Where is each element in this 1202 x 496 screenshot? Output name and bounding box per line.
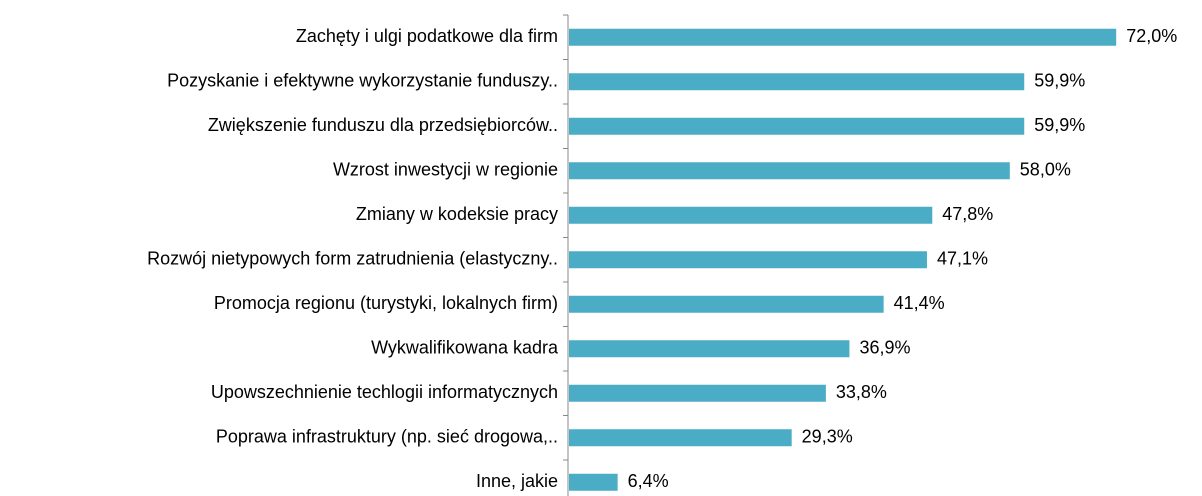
- category-label: Wzrost inwestycji w regionie: [333, 160, 558, 180]
- category-label: Zwiększenie funduszu dla przedsiębiorców…: [208, 115, 558, 135]
- value-label: 29,3%: [802, 427, 853, 447]
- bar: [569, 473, 618, 491]
- bar: [569, 251, 927, 269]
- value-label: 36,9%: [859, 338, 910, 358]
- value-label: 59,9%: [1034, 71, 1085, 91]
- bar: [569, 340, 850, 358]
- value-label: 59,9%: [1034, 115, 1085, 135]
- bar: [569, 73, 1025, 91]
- category-label: Rozwój nietypowych form zatrudnienia (el…: [147, 249, 558, 269]
- bar: [569, 384, 826, 402]
- category-label: Poprawa infrastruktury (np. sieć drogowa…: [216, 427, 558, 447]
- category-label: Promocja regionu (turystyki, lokalnych f…: [214, 293, 558, 313]
- value-label: 72,0%: [1126, 26, 1177, 46]
- category-label: Wykwalifikowana kadra: [371, 338, 559, 358]
- bar: [569, 295, 884, 313]
- category-label: Zachęty i ulgi podatkowe dla firm: [296, 26, 558, 46]
- value-label: 58,0%: [1020, 160, 1071, 180]
- category-label: Inne, jakie: [476, 471, 558, 491]
- bar: [569, 117, 1025, 135]
- value-label: 33,8%: [836, 382, 887, 402]
- value-label: 47,8%: [942, 204, 993, 224]
- bar: [569, 206, 933, 224]
- value-label: 41,4%: [894, 293, 945, 313]
- category-label: Zmiany w kodeksie pracy: [356, 204, 558, 224]
- category-label: Pozyskanie i efektywne wykorzystanie fun…: [167, 71, 558, 91]
- bar: [569, 162, 1010, 180]
- value-label: 6,4%: [628, 471, 669, 491]
- value-label: 47,1%: [937, 249, 988, 269]
- bar: [569, 28, 1117, 46]
- category-label: Upowszechnienie techlogii informatycznyc…: [211, 382, 558, 402]
- bar: [569, 429, 792, 447]
